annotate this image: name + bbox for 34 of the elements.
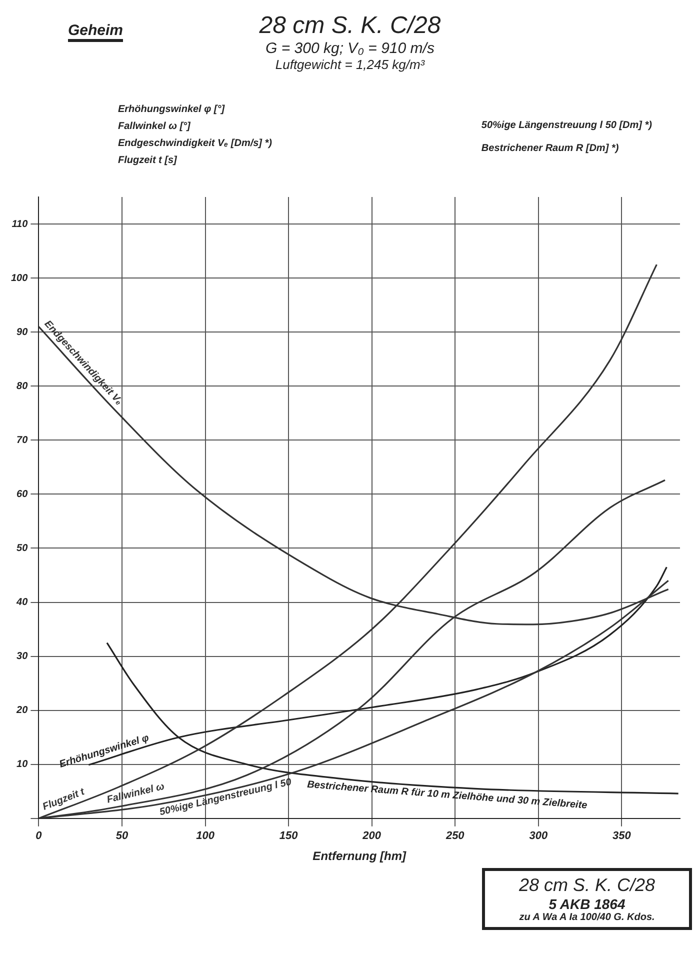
text: zu A Wa A Ia 100/40 G. Kdos. (518, 912, 656, 923)
x-tick-label: 50 (116, 830, 129, 842)
y-tick-label: 50 (16, 542, 28, 554)
text: Flugzeit t [s] (118, 155, 178, 166)
x-axis-title: Entfernung [hm] (312, 849, 407, 864)
text: 50%ige Längenstreuung l 50 [Dm] *) (481, 120, 652, 131)
x-tick-label: 100 (196, 830, 216, 842)
text: 28 cm S. K. C/28 (518, 875, 656, 896)
text: Bestrichener Raum R [Dm] *) (481, 143, 620, 154)
x-tick-label: 250 (444, 830, 466, 842)
text: Fallwinkel ω [°] (118, 121, 192, 132)
series-label: Bestrichener Raum R für 10 m Zielhöhe und 30 m Zielbreite (306, 779, 588, 812)
y-tick-label: 80 (16, 380, 28, 392)
x-tick-label: 150 (279, 830, 299, 842)
chart-title: 28 cm S. K. C/28 (259, 12, 441, 39)
y-tick-label: 40 (16, 597, 28, 608)
x-tick-label: 200 (362, 830, 382, 842)
y-tick-label: 60 (16, 488, 28, 500)
text: Geheim (68, 22, 124, 42)
text: Luftgewicht = 1,245 kg/m³ (274, 57, 426, 72)
text: Erhöhungswinkel φ [°] (118, 104, 226, 115)
text: 5 AKB 1864 (548, 896, 626, 912)
x-tick-label: 300 (529, 830, 548, 842)
y-tick-label: 20 (16, 705, 28, 716)
y-tick-label: 70 (16, 434, 28, 446)
y-tick-label: 30 (16, 651, 28, 662)
y-tick-label: 100 (10, 272, 28, 284)
y-tick-label: 110 (12, 218, 28, 230)
x-tick-label: 0 (36, 830, 43, 842)
y-tick-label: 90 (16, 326, 28, 338)
x-tick-label: 350 (612, 830, 632, 842)
y-tick-label: 10 (16, 759, 28, 770)
chart-subtitle: G = 300 kg; V₀ = 910 m/s (264, 40, 436, 57)
text: Endgeschwindigkeit Vₑ [Dm/s] *) (118, 138, 272, 149)
